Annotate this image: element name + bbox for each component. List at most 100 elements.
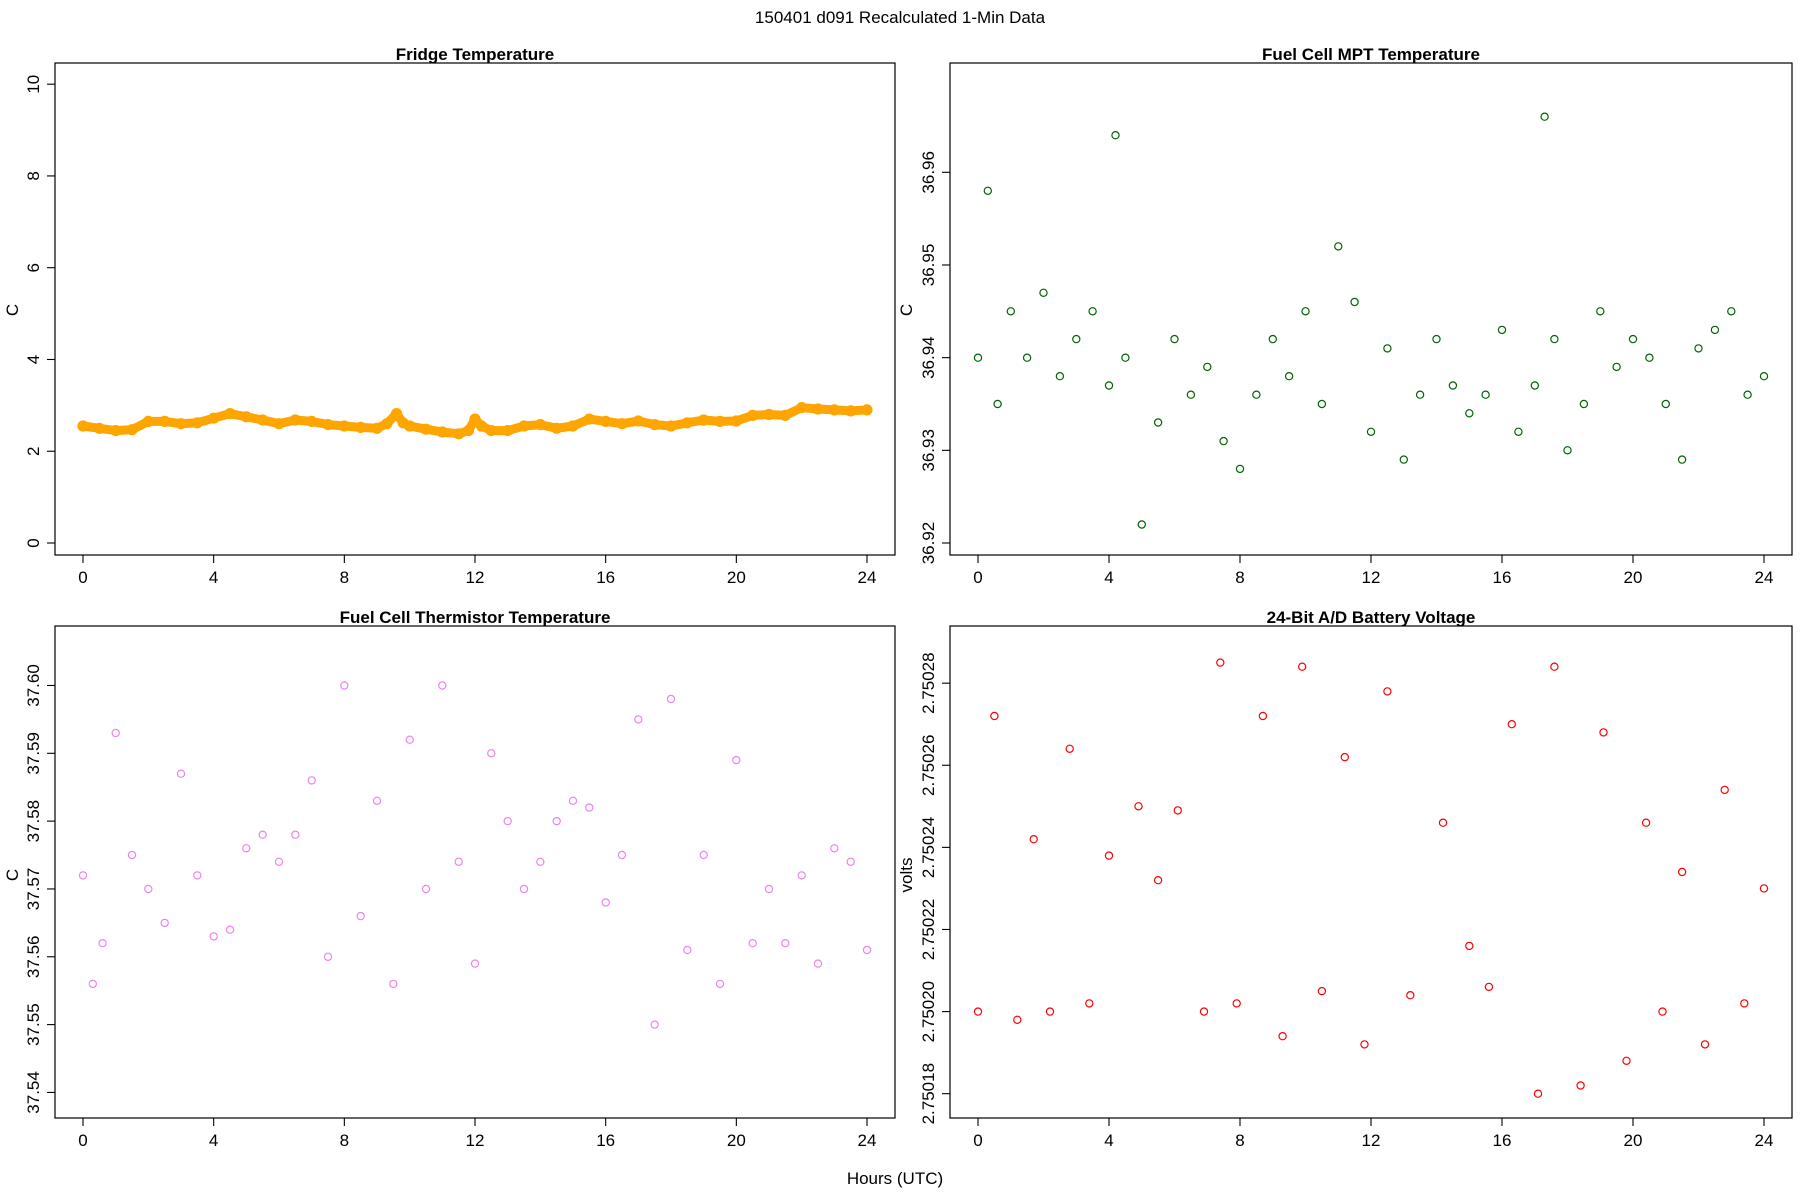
data-point (830, 844, 839, 853)
data-point (1278, 1031, 1287, 1041)
data-point (225, 925, 235, 934)
y-axis-label: volts (897, 858, 916, 893)
data-point (973, 1007, 983, 1016)
y-tick-label: 10 (24, 75, 43, 94)
shared-x-axis-label: Hours (UTC) (847, 1169, 943, 1188)
data-marks (973, 658, 1769, 1098)
data-point (813, 959, 823, 968)
data-point (242, 844, 251, 853)
data-point (436, 426, 448, 438)
data-point (438, 681, 447, 690)
axis-ticks: 0 4 8 12 16 20 24 36.92 36.93 36.94 36.95 36.96 (919, 151, 1773, 587)
axis-ticks: 0 4 8 12 16 20 24 2.75018 2.75020 2.75022 2.75024 2… (919, 652, 1773, 1150)
data-point (1622, 1056, 1631, 1066)
data-point (1743, 390, 1752, 399)
data-point (1104, 851, 1114, 860)
x-tick-label: 16 (596, 1131, 615, 1150)
data-point (1579, 399, 1589, 409)
y-tick-label: 36.92 (919, 522, 938, 565)
x-tick-label: 20 (1624, 1131, 1643, 1150)
data-point (1465, 941, 1474, 951)
data-point (797, 871, 806, 880)
y-axis-label: C (3, 304, 22, 316)
data-point (1360, 1040, 1369, 1049)
data-point (1045, 1007, 1055, 1016)
data-point (1759, 372, 1769, 381)
data-point (748, 939, 757, 948)
data-point (1301, 307, 1310, 316)
data-point (552, 816, 561, 826)
data-point (1137, 520, 1147, 529)
data-point (323, 952, 333, 962)
x-tick-label: 0 (78, 1131, 87, 1150)
data-point (191, 417, 203, 429)
data-point (1399, 455, 1409, 464)
data-point (209, 932, 218, 941)
data-point (258, 830, 267, 839)
data-point (306, 415, 318, 427)
data-point (126, 424, 138, 436)
panel-title: Fuel Cell Thermistor Temperature (340, 608, 611, 627)
data-point (1085, 999, 1094, 1008)
data-point (1216, 658, 1225, 667)
data-point (1563, 446, 1572, 455)
data-point (990, 711, 999, 721)
y-tick-label: 8 (24, 171, 43, 180)
data-point (1645, 353, 1654, 362)
data-point (453, 428, 465, 440)
y-tick-label: 2.75028 (919, 652, 938, 713)
data-point (469, 413, 481, 425)
data-point (1104, 381, 1114, 390)
data-point (224, 408, 236, 420)
x-tick-label: 0 (973, 1131, 982, 1150)
y-tick-label: 37.59 (24, 732, 43, 775)
data-point (699, 850, 708, 860)
data-point (372, 796, 382, 806)
y-tick-label: 37.54 (24, 1071, 43, 1114)
data-point (1530, 381, 1540, 390)
data-point (338, 420, 350, 432)
data-point (1576, 1081, 1585, 1090)
data-point (273, 418, 285, 430)
y-tick-label: 2.75024 (919, 817, 938, 878)
data-point (519, 884, 529, 894)
x-tick-label: 12 (466, 1131, 485, 1150)
data-point (747, 409, 759, 421)
data-point (78, 871, 88, 880)
data-point (1317, 986, 1327, 996)
data-point (98, 939, 107, 948)
data-point (1383, 687, 1392, 696)
data-point (208, 412, 220, 424)
axis-ticks: 0 4 8 12 16 20 24 37.54 37.55 37.56 37.57 37.58 37.5… (24, 664, 876, 1150)
data-point (1022, 353, 1032, 362)
data-point (634, 715, 643, 724)
data-point (568, 796, 578, 806)
data-point (1550, 662, 1559, 671)
plot-frame (54, 62, 896, 556)
data-point (1366, 427, 1376, 436)
data-point (1432, 334, 1441, 344)
data-point (240, 411, 252, 423)
data-point (475, 420, 488, 432)
data-point (1268, 334, 1278, 344)
data-point (1481, 390, 1490, 399)
data-point (1661, 399, 1671, 409)
x-tick-label: 20 (727, 568, 746, 587)
data-point (1727, 307, 1736, 316)
x-tick-label: 16 (1493, 568, 1512, 587)
data-point (1484, 982, 1494, 992)
data-point (1465, 409, 1474, 418)
y-tick-label: 36.95 (919, 244, 938, 287)
y-tick-label: 37.60 (24, 664, 43, 707)
data-point (356, 911, 365, 921)
data-point (77, 420, 89, 432)
data-point (683, 945, 692, 955)
data-point (601, 898, 610, 907)
data-point (1297, 662, 1307, 671)
data-point (1340, 752, 1350, 762)
data-point (1153, 876, 1163, 885)
data-point (1677, 867, 1687, 877)
data-point (1438, 818, 1448, 827)
